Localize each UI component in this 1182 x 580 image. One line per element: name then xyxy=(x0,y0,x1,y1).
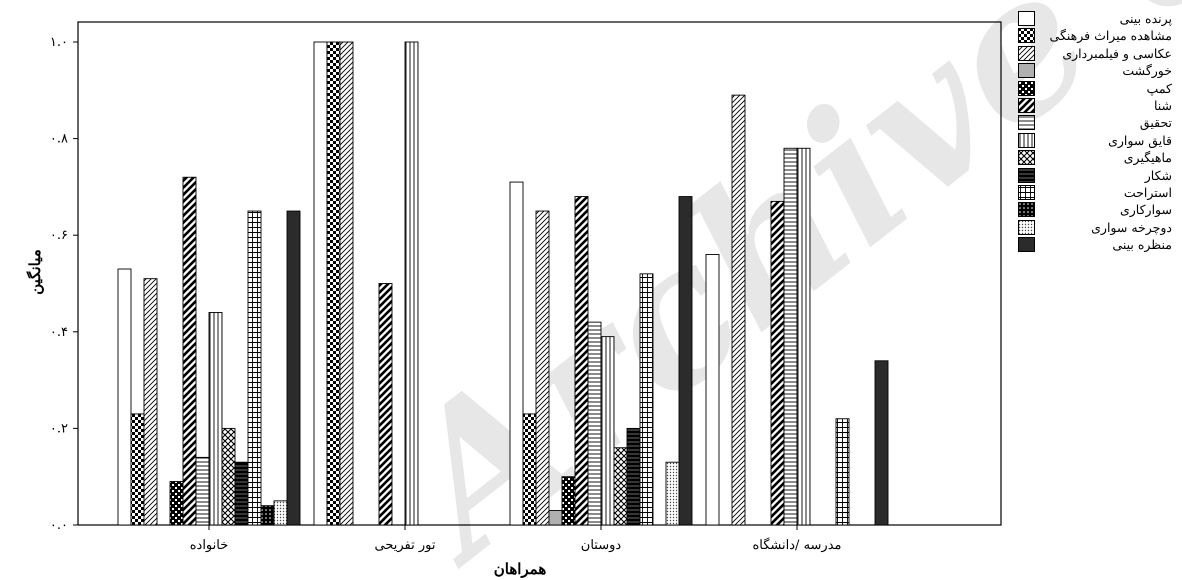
legend-label: عکاسی و فیلمبرداری xyxy=(1062,45,1172,61)
bars xyxy=(117,41,889,526)
y-tick-label: ۰.۰ xyxy=(50,518,68,533)
bar xyxy=(613,447,628,526)
bar xyxy=(273,500,288,526)
y-tick-label: ۱.۰ xyxy=(50,35,68,50)
bar xyxy=(874,360,889,526)
legend-item: سوارکاری xyxy=(1018,201,1178,218)
legend-swatch xyxy=(1018,115,1035,131)
bar xyxy=(796,147,811,526)
legend-swatch xyxy=(1018,28,1035,44)
legend-label: سوارکاری xyxy=(1119,202,1172,218)
bar xyxy=(234,461,249,526)
legend-item: دوچرخه سواری xyxy=(1018,219,1178,236)
legend-item: مشاهده میراث فرهنگی xyxy=(1018,27,1178,44)
x-axis-title: همراهان xyxy=(494,560,547,578)
bar xyxy=(313,41,328,526)
legend-swatch xyxy=(1018,150,1035,166)
axis-labels: ۰.۰ ۰.۲ ۰.۴ ۰.۶ ۰.۸ ۱.۰ خانواده تور تفریحی دوستا… xyxy=(26,35,842,578)
bar xyxy=(260,505,275,526)
legend-label: ماهیگیری xyxy=(1123,150,1172,166)
legend-item: پرنده بینی xyxy=(1018,10,1178,27)
bar xyxy=(561,476,576,526)
legend-swatch xyxy=(1018,167,1035,183)
y-tick-label: ۰.۸ xyxy=(50,132,68,147)
legend-item: قایق سواری xyxy=(1018,132,1178,149)
y-tick-label: ۰.۴ xyxy=(50,325,68,340)
y-axis-title: میانگین xyxy=(26,249,44,295)
x-tick-label: خانواده xyxy=(190,538,229,553)
legend-swatch xyxy=(1018,237,1035,253)
bar xyxy=(221,427,236,526)
legend-label: استراحت xyxy=(1123,184,1172,200)
bar xyxy=(522,413,537,526)
legend-swatch xyxy=(1018,45,1035,61)
legend-swatch xyxy=(1018,219,1035,235)
y-tick-label: ۰.۶ xyxy=(50,228,68,243)
bar xyxy=(535,210,550,526)
bar xyxy=(783,147,798,526)
bar xyxy=(678,196,693,526)
legend-label: تحقیق xyxy=(1139,115,1172,131)
bar xyxy=(587,321,602,526)
bar xyxy=(143,278,158,526)
legend-label: شکار xyxy=(1144,167,1172,183)
bar xyxy=(378,283,393,526)
legend-item: شنا xyxy=(1018,97,1178,114)
bar xyxy=(626,427,641,526)
legend-label: مشاهده میراث فرهنگی xyxy=(1049,28,1172,44)
bar xyxy=(195,456,210,526)
legend-item: ماهیگیری xyxy=(1018,149,1178,166)
x-tick-label: تور تفریحی xyxy=(375,538,436,553)
legend-item: تحقیق xyxy=(1018,114,1178,131)
bar xyxy=(326,41,341,526)
legend-label: پرنده بینی xyxy=(1119,11,1172,26)
bar xyxy=(182,176,197,526)
bar xyxy=(665,461,680,526)
bar xyxy=(574,196,589,526)
legend: پرنده بینی مشاهده میراث فرهنگی عکاسی و فیل… xyxy=(1018,10,1178,253)
bar xyxy=(705,254,720,526)
legend-swatch xyxy=(1018,80,1035,96)
bar xyxy=(247,210,262,526)
bar xyxy=(770,200,785,526)
legend-label: دوچرخه سواری xyxy=(1091,219,1172,235)
legend-swatch xyxy=(1018,63,1035,79)
legend-swatch xyxy=(1018,132,1035,148)
bar xyxy=(169,481,184,526)
legend-item: کمپ xyxy=(1018,80,1178,97)
legend-label: کمپ xyxy=(1146,80,1172,96)
bar xyxy=(404,41,419,526)
bar xyxy=(208,312,223,526)
legend-label: منظره بینی xyxy=(1112,237,1172,253)
y-tick-label: ۰.۲ xyxy=(50,421,68,436)
bar xyxy=(286,210,301,526)
bar xyxy=(600,336,615,526)
x-tick-label: مدرسه /دانشگاه xyxy=(752,537,841,553)
bar xyxy=(509,181,524,526)
bar xyxy=(731,94,746,526)
x-tick-label: دوستان xyxy=(581,538,622,553)
bar xyxy=(130,413,145,526)
legend-label: خورگشت xyxy=(1122,63,1172,79)
bar xyxy=(117,268,132,526)
legend-item: خورگشت xyxy=(1018,62,1178,79)
legend-label: شنا xyxy=(1153,97,1172,113)
bar xyxy=(339,41,354,526)
legend-swatch xyxy=(1018,11,1035,26)
legend-swatch xyxy=(1018,184,1035,200)
legend-item: منظره بینی xyxy=(1018,236,1178,253)
bar xyxy=(548,510,563,526)
legend-item: عکاسی و فیلمبرداری xyxy=(1018,45,1178,62)
bar xyxy=(835,418,850,526)
legend-label: قایق سواری xyxy=(1108,132,1172,148)
legend-item: استراحت xyxy=(1018,184,1178,201)
legend-swatch xyxy=(1018,202,1035,218)
legend-item: شکار xyxy=(1018,167,1178,184)
bar xyxy=(639,273,654,526)
legend-swatch xyxy=(1018,97,1035,113)
